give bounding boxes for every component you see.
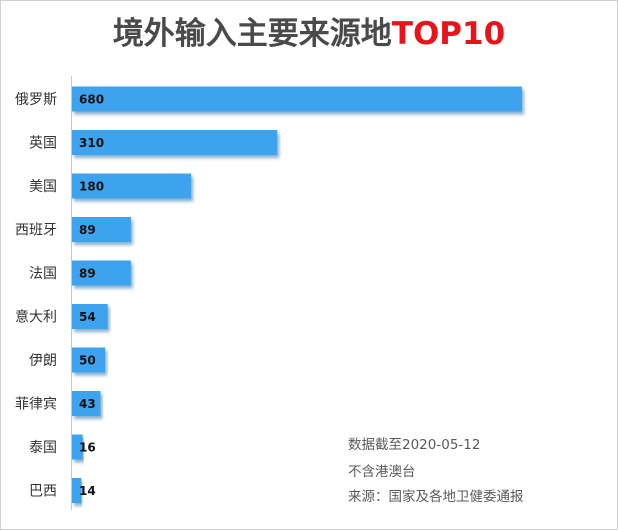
value-label: 16 (79, 441, 96, 455)
bar-8 (72, 434, 83, 460)
category-label: 意大利 (15, 309, 57, 326)
category-label: 巴西 (29, 484, 57, 500)
value-label: 89 (79, 267, 96, 281)
category-label: 西班牙 (15, 223, 57, 239)
bar-4 (72, 260, 131, 286)
category-label: 菲律宾 (15, 397, 57, 413)
category-label: 泰国 (29, 440, 57, 456)
chart-title-main: 境外输入主要来源地 (112, 16, 392, 52)
value-label: 54 (79, 310, 96, 324)
chart-title: 境外输入主要来源地TOP10 (0, 14, 618, 54)
value-label: 14 (79, 484, 96, 498)
category-label: 伊朗 (29, 353, 57, 369)
category-label: 法国 (29, 266, 57, 282)
data-date-note: 数据截至2020-05-12 (348, 437, 481, 453)
bars-layer: 俄罗斯 680 英国 310 美国 180 西班牙 89 法国 89 意大利 54 伊朗 50 菲律宾 43 泰… (15, 86, 522, 503)
category-label: 俄罗斯 (15, 92, 57, 108)
value-label: 89 (79, 223, 96, 237)
chart-title-accent: TOP10 (391, 16, 506, 52)
value-label: 43 (79, 397, 96, 411)
value-label: 50 (79, 354, 96, 368)
bar-5 (72, 304, 108, 329)
bar-0 (72, 86, 522, 112)
bar-3 (72, 217, 131, 242)
bar-9 (72, 478, 82, 503)
bar-6 (72, 347, 106, 373)
bar-1 (72, 130, 278, 155)
source-note: 来源：国家及各地卫健委通报 (348, 489, 524, 505)
scope-note: 不含港澳台 (348, 464, 416, 480)
bar-2 (72, 173, 192, 199)
value-label: 310 (79, 136, 104, 150)
value-label: 680 (79, 93, 104, 107)
value-label: 180 (79, 180, 104, 194)
category-label: 美国 (29, 179, 57, 195)
category-label: 英国 (29, 135, 57, 152)
bar-7 (72, 391, 101, 416)
